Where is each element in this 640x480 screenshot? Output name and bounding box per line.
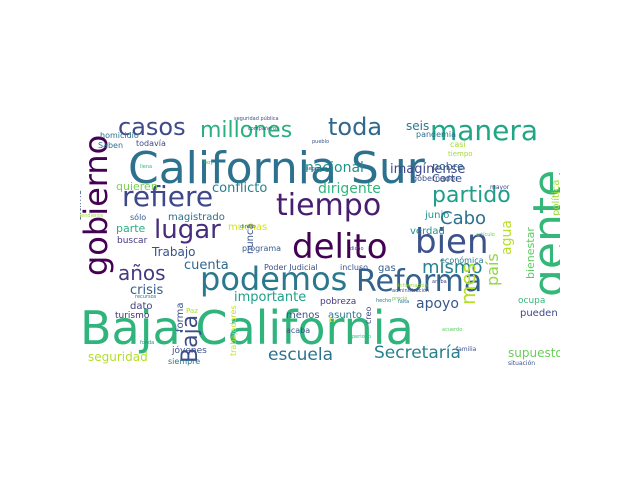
- word: crisis: [130, 283, 164, 298]
- word: dicho: [350, 246, 364, 252]
- word: años: [118, 261, 166, 285]
- word: refiere: [122, 180, 214, 213]
- word: Saben: [98, 141, 124, 150]
- word: Paz: [186, 307, 198, 315]
- word: forma: [175, 302, 186, 332]
- word: tiempo: [448, 150, 473, 158]
- word: dirigente: [318, 181, 381, 197]
- word: delito: [292, 227, 388, 267]
- word: gas: [378, 263, 396, 274]
- word: arriba: [432, 279, 447, 285]
- word: programa: [242, 244, 282, 253]
- word: información: [398, 283, 428, 289]
- word: gobernador: [412, 174, 459, 183]
- word: bienestar: [524, 227, 537, 279]
- word: lugar: [154, 215, 221, 245]
- word: agua: [499, 220, 515, 255]
- word: bien: [415, 222, 489, 262]
- word: acaba: [286, 326, 311, 335]
- word: dato: [130, 301, 153, 312]
- word: dinero: [240, 224, 256, 230]
- word: política: [551, 179, 560, 216]
- word: situación: [508, 360, 536, 367]
- word: todavía: [136, 139, 166, 148]
- word: nacional: [305, 160, 364, 176]
- word: pueden: [520, 308, 558, 319]
- word: jóvenes: [172, 346, 207, 356]
- word: pobreza: [320, 297, 357, 307]
- word: 17: [328, 316, 337, 324]
- word: quieren: [116, 180, 158, 193]
- word: escuela: [268, 345, 334, 365]
- word: incluso: [340, 263, 369, 272]
- word: casi: [450, 140, 466, 149]
- word: hoy: [204, 160, 214, 166]
- word: tiempo: [276, 188, 382, 223]
- word-cloud: Baja California California Sur gente gobier…: [80, 115, 560, 375]
- word: periodo: [352, 334, 371, 340]
- word: segundo: [306, 166, 328, 172]
- word: Poder Judicial: [264, 263, 318, 272]
- word: junio: [425, 210, 450, 221]
- word: creo: [364, 306, 373, 324]
- word: acuerdo: [442, 327, 463, 333]
- word: millones: [200, 118, 293, 143]
- word: siempre: [168, 357, 201, 366]
- word: Baja California: [80, 301, 414, 355]
- word: mayor: [490, 184, 510, 191]
- word: importante: [234, 290, 307, 305]
- word: mes: [456, 262, 480, 305]
- word: buscar: [117, 236, 148, 246]
- word: artículo: [476, 232, 495, 238]
- word: gobierno: [80, 134, 115, 276]
- word: recursos: [135, 294, 157, 300]
- word: sólo: [130, 213, 147, 222]
- word: parte: [116, 222, 146, 235]
- word: ocupa: [518, 296, 546, 306]
- word: Trabajo: [152, 245, 196, 259]
- word: seguridad: [88, 350, 148, 364]
- word: casos: [118, 115, 186, 141]
- word: falta: [398, 299, 410, 305]
- word: administración: [392, 288, 430, 294]
- word: Reforma: [356, 264, 483, 299]
- word: homicidio: [100, 131, 139, 140]
- word: turismo: [115, 311, 150, 321]
- word: pandemia: [416, 130, 456, 139]
- word: asunto: [328, 310, 363, 321]
- word: California Sur: [128, 143, 425, 194]
- word: preció: [392, 296, 408, 302]
- word: podemos: [200, 260, 348, 298]
- word: pendiente: [80, 213, 104, 219]
- word: supuesto: [508, 346, 560, 360]
- word: llena: [140, 164, 153, 170]
- word: conflicto: [212, 181, 268, 196]
- word: partido: [432, 183, 511, 208]
- word: pueblo: [312, 139, 330, 145]
- word: cuenta: [184, 258, 229, 273]
- word: toda: [328, 115, 383, 141]
- word: hecho: [376, 298, 392, 304]
- word: seis: [406, 119, 430, 133]
- word: verdad: [410, 226, 445, 237]
- word: muchas: [228, 222, 268, 233]
- word: magistrado: [168, 212, 225, 223]
- word: apoyo: [416, 296, 459, 312]
- word: mismo: [422, 257, 483, 278]
- word: menos: [286, 310, 320, 321]
- word: manera: [430, 115, 539, 147]
- word: trabajadores: [229, 305, 238, 356]
- word: seguridad pública: [234, 116, 279, 122]
- word: fonda: [140, 340, 155, 346]
- word: Secretaría: [374, 343, 461, 363]
- word: familia: [456, 346, 477, 353]
- word: compañeros: [248, 126, 279, 132]
- word: económica: [440, 256, 484, 265]
- word: pobre: [432, 160, 464, 173]
- word: país: [483, 253, 502, 286]
- word: imagínense: [390, 162, 466, 177]
- word: Cabo: [440, 208, 487, 229]
- word: Corte: [432, 172, 463, 185]
